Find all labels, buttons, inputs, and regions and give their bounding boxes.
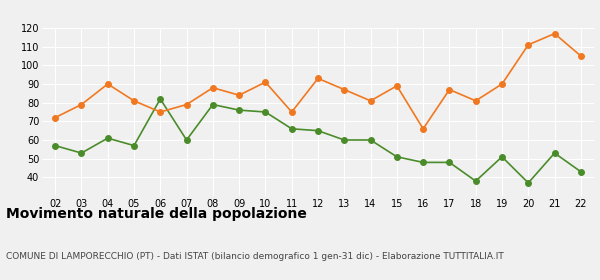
Nascite	[551, 151, 558, 155]
Nascite	[236, 108, 243, 112]
Decessi	[104, 82, 112, 86]
Line: Decessi: Decessi	[52, 31, 584, 132]
Decessi	[524, 43, 532, 46]
Nascite	[288, 127, 295, 130]
Decessi	[262, 80, 269, 84]
Decessi	[130, 99, 137, 102]
Decessi	[157, 110, 164, 114]
Line: Nascite: Nascite	[52, 96, 584, 186]
Decessi	[446, 88, 453, 91]
Nascite	[78, 151, 85, 155]
Decessi	[577, 54, 584, 58]
Decessi	[78, 103, 85, 106]
Nascite	[183, 138, 190, 142]
Nascite	[499, 155, 506, 158]
Decessi	[209, 86, 217, 89]
Decessi	[419, 127, 427, 130]
Nascite	[104, 136, 112, 140]
Nascite	[419, 161, 427, 164]
Text: COMUNE DI LAMPORECCHIO (PT) - Dati ISTAT (bilancio demografico 1 gen-31 dic) - E: COMUNE DI LAMPORECCHIO (PT) - Dati ISTAT…	[6, 252, 504, 261]
Nascite	[472, 179, 479, 183]
Decessi	[288, 110, 295, 114]
Decessi	[472, 99, 479, 102]
Nascite	[209, 103, 217, 106]
Nascite	[524, 181, 532, 185]
Nascite	[446, 161, 453, 164]
Nascite	[577, 170, 584, 173]
Nascite	[130, 144, 137, 147]
Decessi	[367, 99, 374, 102]
Decessi	[52, 116, 59, 119]
Decessi	[236, 94, 243, 97]
Decessi	[183, 103, 190, 106]
Nascite	[314, 129, 322, 132]
Text: Movimento naturale della popolazione: Movimento naturale della popolazione	[6, 207, 307, 221]
Decessi	[314, 77, 322, 80]
Nascite	[157, 97, 164, 101]
Nascite	[367, 138, 374, 142]
Nascite	[341, 138, 348, 142]
Decessi	[499, 82, 506, 86]
Nascite	[393, 155, 400, 158]
Nascite	[52, 144, 59, 147]
Nascite	[262, 110, 269, 114]
Decessi	[393, 84, 400, 88]
Decessi	[341, 88, 348, 91]
Decessi	[551, 32, 558, 35]
